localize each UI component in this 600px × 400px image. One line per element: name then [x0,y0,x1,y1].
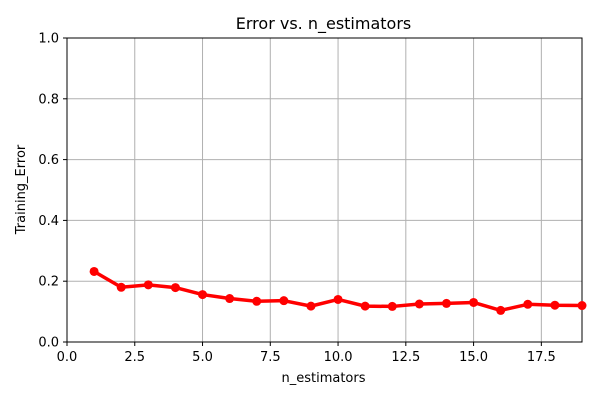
x-axis-label: n_estimators [281,371,365,386]
data-point [170,283,180,293]
data-point [143,280,153,290]
grid-lines [66,37,582,343]
x-tick-label: 10.0 [324,350,353,365]
data-point [550,300,560,310]
data-point [225,294,235,304]
plot-frame [66,37,583,343]
data-point [414,299,424,309]
y-tick-label: 1.0 [38,32,59,47]
x-axis-ticks: 0.0 2.5 5.0 7.5 10.0 12.5 15.0 17.5 [57,342,556,365]
x-tick-label: 7.5 [260,350,281,365]
data-point [198,290,208,300]
data-point [469,297,479,307]
data-point [496,305,506,315]
y-axis-ticks: 0.0 0.2 0.4 0.6 0.8 1.0 [38,32,67,351]
y-tick-label: 0.6 [38,153,59,168]
x-tick-label: 15.0 [459,350,488,365]
x-tick-label: 17.5 [527,350,556,365]
data-point [306,301,316,311]
y-tick-label: 0.8 [38,92,59,107]
data-point [387,301,397,311]
chart-title: Error vs. n_estimators [236,14,411,34]
data-point [333,294,343,304]
x-tick-label: 0.0 [57,350,78,365]
series-layer [89,266,587,315]
data-point [252,296,262,306]
data-point [360,301,370,311]
data-point [279,296,289,306]
y-axis-label: Training_Error [14,144,29,235]
x-tick-label: 5.0 [192,350,213,365]
y-tick-label: 0.0 [38,336,59,351]
x-tick-label: 2.5 [124,350,145,365]
y-tick-label: 0.4 [38,214,59,229]
data-point [577,301,587,311]
data-point [116,282,126,292]
x-tick-label: 12.5 [391,350,420,365]
data-point [523,299,533,309]
data-point [441,298,451,308]
data-point [89,266,99,276]
y-tick-label: 0.2 [38,275,59,290]
